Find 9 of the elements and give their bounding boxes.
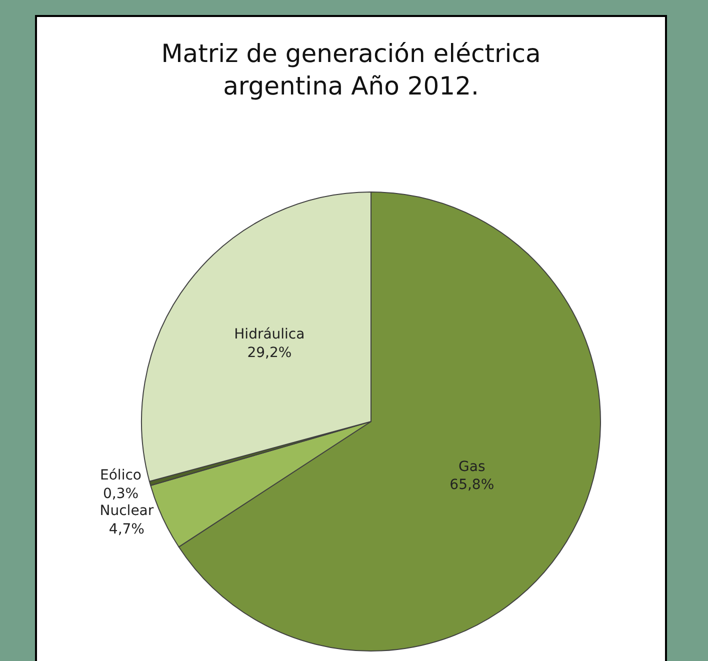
chart-title: Matriz de generación eléctrica argentina Año 2012. (161, 39, 541, 101)
slice-label: Gas (458, 459, 486, 476)
slice-label: Eólico (100, 468, 142, 484)
data-label: 0,3% (102, 486, 139, 502)
slice-label: Hidráulica (234, 326, 305, 343)
slice-label: Nuclear (100, 503, 154, 520)
data-label: 4,7% (108, 521, 144, 538)
data-label: 29,2% (247, 344, 292, 361)
data-label: 65,8% (450, 477, 494, 494)
